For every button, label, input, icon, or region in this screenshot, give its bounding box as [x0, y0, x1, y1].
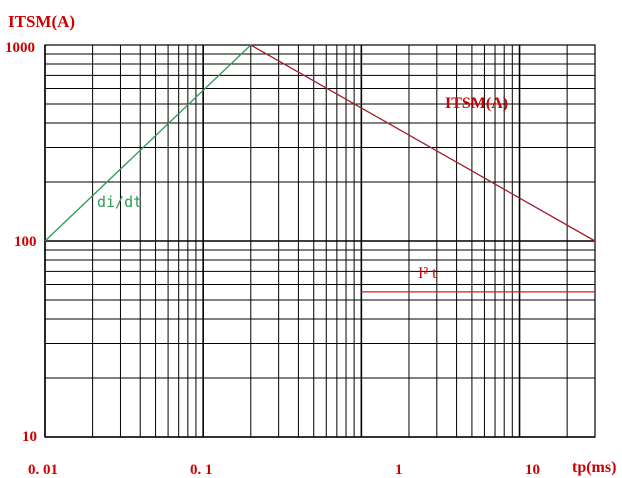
x-tick-label-10: 10	[525, 462, 540, 478]
y-tick-label-100: 100	[14, 234, 37, 250]
y-axis-label: ITSM(A)	[8, 12, 75, 31]
series-label-itsm: ITSM(A)	[445, 95, 508, 112]
y-tick-label-1000: 1000	[5, 40, 35, 56]
x-tick-label-0.01: 0. 01	[28, 462, 58, 478]
x-axis-label: tp(ms)	[572, 459, 616, 476]
series-label-didt: di/dt	[97, 193, 142, 211]
x-tick-label-0.1: 0. 1	[190, 462, 213, 478]
series-line-0	[250, 44, 596, 242]
y-tick-label-10: 10	[22, 429, 37, 445]
series-layer	[44, 44, 596, 293]
x-tick-label-1: 1	[395, 462, 403, 478]
series-label-i2t: I² t	[418, 265, 437, 282]
series-line-1	[44, 44, 252, 242]
chart-grid	[44, 45, 596, 438]
